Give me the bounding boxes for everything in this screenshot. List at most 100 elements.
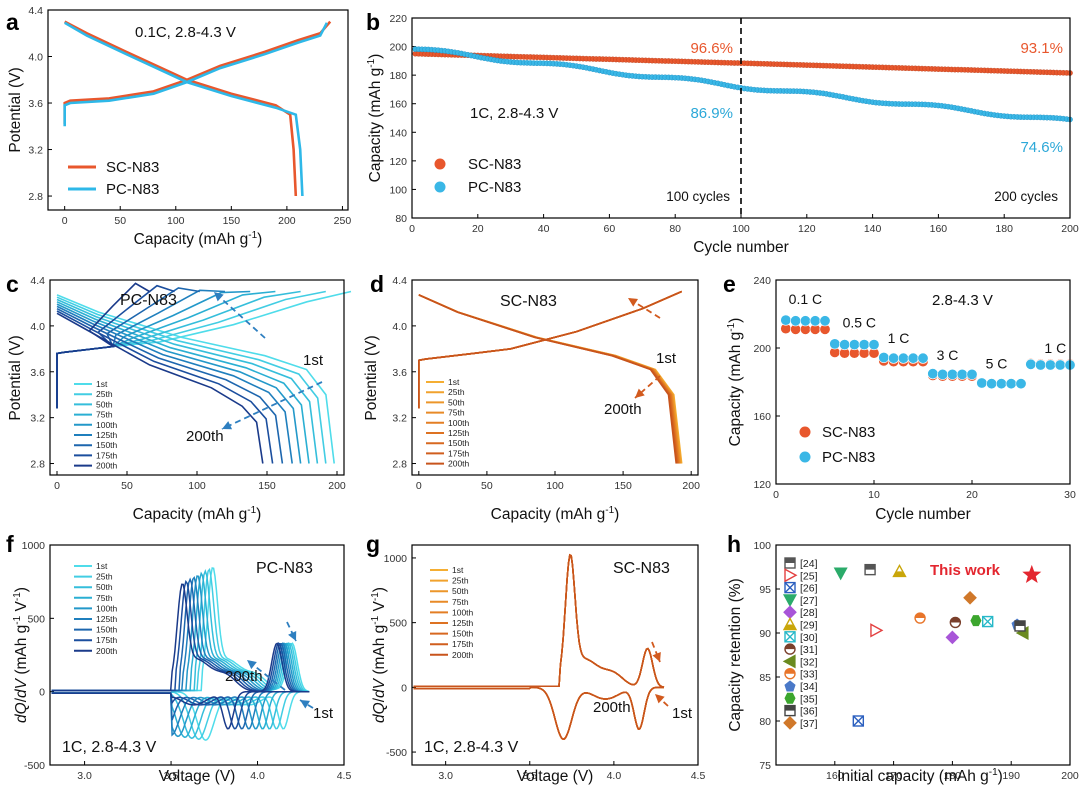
legend-label-pc-n83: PC-N83 — [106, 181, 159, 198]
rate-label-5: 1 C — [1044, 340, 1066, 356]
y-tick-label: -500 — [24, 760, 45, 772]
legend-marker-37 — [783, 716, 797, 730]
panel-e-xlabel: Cycle number — [875, 506, 971, 523]
rate-point-PC-N83 — [976, 377, 988, 389]
panel-c-200th-label: 200th — [186, 428, 224, 445]
panel-d-ticks: 0 50 100 150 200 2.8 3.2 3.6 4.0 4.4 — [392, 275, 700, 492]
x-tick-label: 20 — [966, 489, 978, 501]
rate-point-PC-N83 — [995, 378, 1007, 390]
this-work-star — [1022, 564, 1042, 583]
panel-b-legend: SC-N83 PC-N83 — [434, 156, 521, 196]
panel-g-ylabel: dQ/dV (mAh g-1 V-1) — [370, 587, 388, 723]
legend-marker-26-cross — [784, 582, 796, 594]
y-tick-label: 3.2 — [30, 413, 45, 425]
rate-point-PC-N83 — [1015, 378, 1027, 390]
panel-e: e 0 10 20 30 120 160 200 240 2.8-4.3 V 0.1 C 0.5… — [723, 271, 1076, 523]
y-tick-label: 100 — [389, 184, 407, 196]
panel-c-title: PC-N83 — [120, 292, 177, 309]
ref-point-31-fill — [950, 617, 961, 623]
rate-point-PC-N83 — [848, 339, 860, 351]
x-tick-label: 3.5 — [164, 770, 179, 782]
panel-c-1st-label: 1st — [303, 352, 324, 369]
panel-c-legend-label-200th: 200th — [96, 461, 118, 471]
panel-h-xlabel: Initial capacity (mAh g-1) — [837, 767, 1003, 785]
panel-b-points — [412, 46, 1073, 123]
panel-g-200th-label: 200th — [593, 699, 631, 716]
panel-c-legend-label-125th: 125th — [96, 430, 118, 440]
panel-g-legend-label-175th: 175th — [452, 639, 474, 649]
y-tick-label: 160 — [753, 411, 771, 423]
x-tick-label: 0 — [416, 480, 422, 492]
legend-ref-28: [28] — [800, 607, 818, 619]
legend-marker-27 — [782, 594, 798, 608]
panel-h-ticks: 160 170 180 190 200 75 80 85 90 95 100 — [753, 540, 1078, 782]
panel-f-arrow-left-head — [247, 660, 257, 670]
x-tick-label: 150 — [258, 480, 276, 492]
panel-g-legend-label-200th: 200th — [452, 650, 474, 660]
discharge-curve-50th — [56, 298, 319, 464]
panel-h-reference-legend: [24][25][26][27][28][29][30][31][32][33]… — [782, 557, 818, 730]
x-tick-label: 20 — [472, 223, 484, 235]
discharge-curve-125th — [56, 305, 293, 464]
panel-c-arrow-upper-head — [214, 292, 224, 302]
panel-label-g: g — [366, 531, 380, 557]
rate-point-PC-N83 — [799, 315, 811, 327]
panel-f-legend-label-200th: 200th — [96, 646, 118, 656]
panel-f-xlabel: Voltage (V) — [159, 768, 236, 785]
x-tick-label: 10 — [868, 489, 880, 501]
rate-point-PC-N83 — [858, 339, 870, 351]
panel-f-legend-label-25th: 25th — [96, 572, 113, 582]
legend-marker-24-fill — [785, 558, 795, 563]
x-tick-label: 180 — [995, 223, 1013, 235]
y-tick-label: 3.6 — [30, 367, 45, 379]
y-tick-label: 2.8 — [30, 459, 45, 471]
panel-g-legend-label-25th: 25th — [452, 576, 469, 586]
panel-f-legend-label-100th: 100th — [96, 603, 118, 613]
panel-label-f: f — [6, 531, 14, 557]
panel-label-c: c — [6, 271, 19, 297]
discharge-curve-25th — [56, 296, 327, 464]
legend-ref-31: [31] — [800, 644, 818, 656]
discharge-curve-75th — [56, 301, 310, 464]
discharge-dqdv-200th — [413, 686, 664, 741]
ref-point-33-fill — [915, 613, 926, 619]
panel-c-legend-label-1st: 1st — [96, 379, 108, 389]
y-tick-label: 3.6 — [392, 367, 407, 379]
x-tick-label: 100 — [188, 480, 206, 492]
y-tick-label: 500 — [389, 618, 407, 630]
ref-point-27 — [833, 567, 848, 581]
x-tick-label: 200 — [682, 480, 700, 492]
y-tick-label: 3.6 — [28, 98, 43, 110]
ref-point-29-fill — [893, 571, 906, 577]
panel-f-arrow-right-head — [300, 700, 311, 709]
panel-g-arrow-peak-shaft — [651, 641, 661, 663]
x-tick-label: 80 — [669, 223, 681, 235]
panel-a-curves — [63, 20, 332, 197]
y-tick-label: -500 — [386, 747, 407, 759]
panel-d-ylabel: Potential (V) — [363, 335, 380, 420]
panel-f-arrow-peak-shaft — [286, 621, 297, 642]
legend-ref-34: [34] — [800, 681, 818, 693]
panel-g-title: SC-N83 — [613, 560, 670, 577]
charge-dqdv-200th — [413, 553, 665, 688]
panel-b-ylabel: Capacity (mAh g-1) — [366, 54, 384, 183]
y-tick-label: 4.0 — [392, 321, 407, 333]
panel-d: d 0 50 100 150 200 2.8 3.2 3.6 4.0 4.4 SC-N83 1st… — [363, 271, 700, 523]
panel-d-arrows — [627, 297, 661, 399]
ref-point-30-cross — [982, 616, 994, 628]
y-tick-label: 1000 — [22, 540, 46, 552]
legend-marker-32 — [782, 654, 796, 669]
rate-point-PC-N83 — [937, 368, 949, 380]
panel-c-legend-label-100th: 100th — [96, 420, 118, 430]
rate-point-PC-N83 — [780, 314, 792, 326]
panel-d-1st-label: 1st — [656, 350, 677, 367]
panel-a-frame — [47, 9, 349, 211]
panel-c-arrow-lower-shaft — [221, 381, 323, 430]
rate-label-0: 0.1 C — [789, 291, 822, 307]
charge-curve-200th — [418, 290, 683, 409]
panel-c-legend-label-175th: 175th — [96, 450, 118, 460]
rate-point-PC-N83 — [1005, 378, 1017, 390]
legend-ref-29: [29] — [800, 620, 818, 632]
